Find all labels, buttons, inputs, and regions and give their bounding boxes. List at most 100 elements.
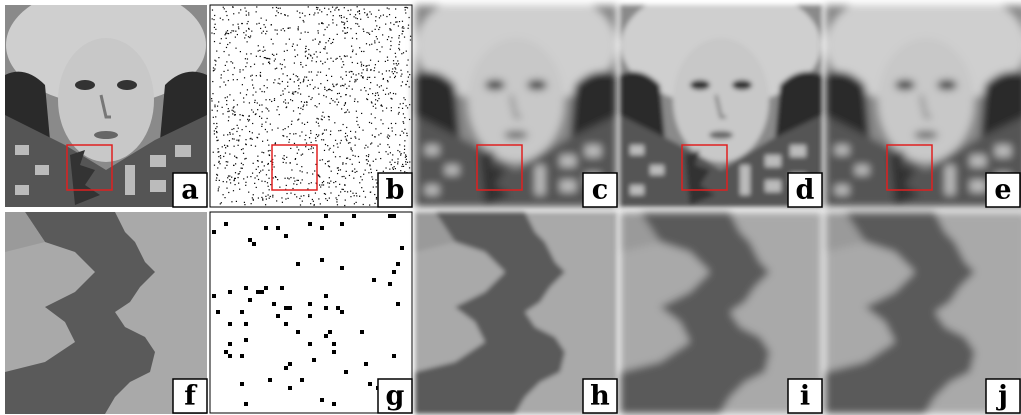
noise-dot	[405, 161, 406, 162]
noise-dot	[250, 75, 251, 76]
noise-dot	[375, 179, 376, 180]
noise-dot	[234, 179, 235, 180]
noise-dot	[393, 24, 394, 25]
noise-dot	[398, 113, 399, 114]
noise-dot	[391, 127, 392, 128]
noise-dot	[307, 58, 308, 59]
noise-dot	[292, 100, 293, 101]
noise-dot	[218, 188, 219, 189]
noise-dot	[259, 23, 260, 24]
noise-dot	[318, 12, 319, 13]
noise-dot	[332, 402, 336, 406]
noise-dot	[336, 199, 337, 200]
noise-dot	[219, 163, 220, 164]
noise-dot	[401, 53, 402, 54]
noise-dot	[239, 71, 240, 72]
noise-dot	[276, 109, 277, 110]
noise-dot	[343, 64, 344, 65]
noise-dot	[375, 64, 376, 65]
noise-dot	[243, 32, 244, 33]
noise-dot	[323, 139, 324, 140]
noise-dot	[383, 90, 384, 91]
noise-dot	[293, 94, 294, 95]
noise-dot	[367, 163, 368, 164]
noise-dot	[349, 175, 350, 176]
noise-dot	[277, 128, 278, 129]
noise-dot	[262, 111, 263, 112]
noise-dot	[314, 87, 315, 88]
noise-dot	[228, 108, 229, 109]
noise-dot	[260, 88, 261, 89]
noise-dot	[373, 186, 374, 187]
noise-dot	[310, 130, 311, 131]
noise-dot	[310, 148, 311, 149]
noise-dot	[284, 88, 285, 89]
noise-dot	[272, 43, 273, 44]
noise-dot	[268, 145, 269, 146]
noise-dot	[262, 63, 263, 64]
noise-dot	[259, 172, 260, 173]
noise-dot	[248, 29, 249, 30]
figure: abcdefghij	[0, 0, 1021, 415]
noise-dot	[352, 164, 353, 165]
noise-dot	[401, 74, 402, 75]
noise-dot	[346, 171, 347, 172]
noise-dot	[340, 96, 341, 97]
noise-dot	[403, 103, 404, 104]
noise-dot	[318, 118, 319, 119]
noise-dot	[216, 310, 220, 314]
noise-dot	[314, 54, 315, 55]
noise-dot	[374, 70, 375, 71]
noise-dot	[408, 28, 409, 29]
noise-dot	[300, 108, 301, 109]
noise-dot	[296, 330, 300, 334]
noise-dot	[275, 15, 276, 16]
noise-dot	[243, 69, 244, 70]
noise-dot	[345, 33, 346, 34]
noise-dot	[317, 9, 318, 10]
noise-dot	[216, 180, 217, 181]
noise-dot	[375, 20, 376, 21]
noise-dot	[272, 195, 273, 196]
noise-dot	[342, 124, 343, 125]
noise-dot	[233, 107, 234, 108]
noise-dot	[254, 183, 255, 184]
noise-dot	[300, 82, 301, 83]
noise-dot	[388, 93, 389, 94]
noise-dot	[228, 290, 232, 294]
noise-dot	[328, 160, 329, 161]
noise-dot	[353, 178, 354, 179]
noise-dot	[319, 176, 320, 177]
noise-dot	[340, 222, 344, 226]
noise-dot	[392, 159, 393, 160]
noise-dot	[294, 49, 295, 50]
noise-dot	[350, 9, 351, 10]
noise-dot	[308, 302, 312, 306]
noise-dot	[404, 149, 405, 150]
noise-dot	[267, 140, 268, 141]
noise-dot	[217, 110, 218, 111]
noise-dot	[253, 163, 254, 164]
noise-dot	[274, 100, 275, 101]
noise-dot	[278, 12, 279, 13]
noise-dot	[316, 122, 317, 123]
noise-dot	[237, 104, 238, 105]
noise-dot	[395, 53, 396, 54]
noise-dot	[388, 214, 392, 218]
noise-dot	[379, 51, 380, 52]
noise-dot	[351, 149, 352, 150]
noise-dot	[221, 38, 222, 39]
noise-dot	[324, 214, 328, 218]
noise-dot	[223, 181, 224, 182]
noise-dot	[328, 40, 329, 41]
noise-dot	[252, 123, 253, 124]
noise-dot	[250, 138, 251, 139]
noise-dot	[218, 156, 219, 157]
noise-dot	[324, 89, 325, 90]
noise-dot	[315, 138, 316, 139]
noise-dot	[303, 81, 304, 82]
noise-dot	[404, 36, 405, 37]
noise-dot	[286, 185, 287, 186]
noise-dot	[326, 90, 327, 91]
noise-dot	[268, 163, 269, 164]
